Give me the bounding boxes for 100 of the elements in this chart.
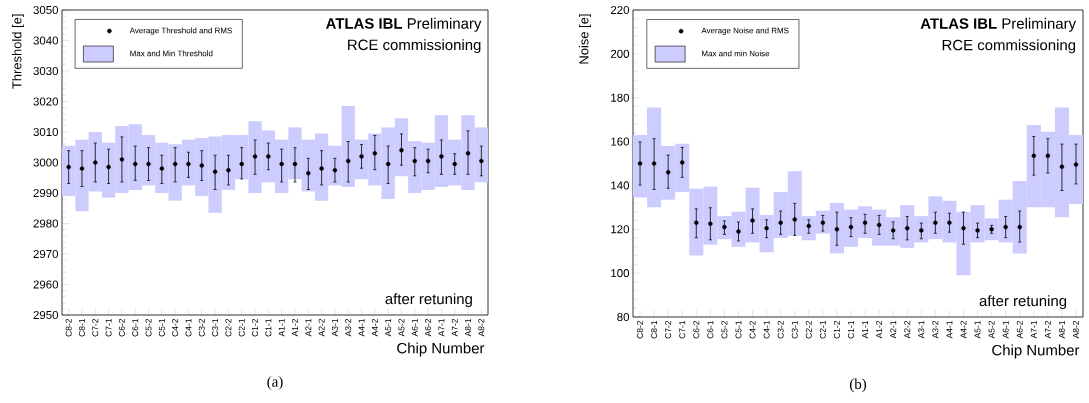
x-tick-label: C7-2 <box>92 318 99 337</box>
x-tick-label: A5-1 <box>974 320 981 339</box>
x-tick-label: A4-2 <box>371 318 378 337</box>
x-tick-label: A7-1 <box>438 318 445 337</box>
point <box>862 220 868 225</box>
x-tick-label: C2-1 <box>819 320 826 339</box>
point <box>820 220 826 225</box>
point <box>848 224 854 230</box>
y-tick-label: 2990 <box>33 188 59 198</box>
x-tick-label: A7-1 <box>1030 320 1037 339</box>
point <box>199 163 204 168</box>
annotation: after retuning <box>979 295 1067 310</box>
x-tick-label: A6-1 <box>1002 320 1009 339</box>
point <box>750 218 755 223</box>
y-axis-title: Threshold [e] <box>11 14 25 89</box>
y-tick-label: 2980 <box>33 219 59 228</box>
point <box>905 225 910 231</box>
x-tick-label: C6-1 <box>132 318 139 337</box>
x-tick-label: C6-2 <box>693 320 700 339</box>
x-tick-label: A2-1 <box>890 320 897 339</box>
point <box>694 220 699 225</box>
point <box>1003 224 1008 230</box>
point <box>708 221 713 226</box>
point <box>764 225 769 231</box>
x-tick-label: C1-1 <box>847 320 854 339</box>
annotation: ATLAS IBL Preliminary <box>920 17 1077 32</box>
x-tick-label: C3-1 <box>212 318 219 337</box>
x-tick-label: A2-1 <box>305 318 312 337</box>
y-tick-label: 2950 <box>33 310 59 320</box>
point <box>106 164 111 170</box>
x-axis-title: Chip Number <box>992 344 1080 359</box>
y-tick-label: 160 <box>611 137 630 146</box>
x-tick-label: C6-2 <box>118 318 125 337</box>
point <box>465 151 471 156</box>
x-tick-label: C2-2 <box>805 320 812 339</box>
x-tick-label: C4-1 <box>763 320 770 339</box>
point <box>212 169 218 174</box>
point <box>792 217 797 222</box>
x-tick-label: A8-2 <box>1072 320 1079 339</box>
point <box>239 161 244 167</box>
x-tick-label: C2-1 <box>238 318 245 337</box>
y-tick-label: 200 <box>610 49 630 58</box>
x-tick-label: A7-2 <box>1044 320 1051 339</box>
point <box>1045 153 1051 159</box>
point <box>172 161 178 167</box>
x-tick-label: C8-1 <box>651 320 658 339</box>
point <box>252 154 258 159</box>
point <box>1073 162 1079 167</box>
x-tick-label: C7-2 <box>665 320 672 339</box>
y-tick-label: 100 <box>611 269 630 278</box>
y-axis-title: Noise [e] <box>578 14 592 64</box>
text: (b) <box>849 378 867 393</box>
y-tick-label: 80 <box>617 312 630 322</box>
point <box>66 164 71 170</box>
point <box>425 158 431 164</box>
point <box>385 161 391 167</box>
x-tick-label: A1-2 <box>876 320 883 339</box>
point <box>332 167 338 173</box>
x-tick-label: C1-2 <box>252 318 259 337</box>
annotation: RCE commissioning <box>942 39 1076 54</box>
y-tick-label: 2970 <box>33 249 59 259</box>
point <box>93 160 98 165</box>
point <box>778 220 783 225</box>
point <box>159 166 165 171</box>
y-tick-label: 120 <box>611 225 630 234</box>
x-tick-label: A2-2 <box>318 318 325 337</box>
point <box>975 228 980 233</box>
x-tick-label: A8-2 <box>478 318 485 337</box>
x-tick-label: A7-2 <box>451 318 458 337</box>
point <box>372 151 378 156</box>
x-tick-label: C6-1 <box>707 320 714 339</box>
annotation: ATLAS IBL Preliminary <box>325 17 482 32</box>
point <box>961 225 966 231</box>
point <box>266 154 271 159</box>
point <box>637 161 643 166</box>
point <box>890 228 896 233</box>
x-tick-label: A6-1 <box>411 318 418 337</box>
point <box>306 170 311 176</box>
point <box>947 220 952 225</box>
y-tick-label: 2960 <box>33 280 59 289</box>
y-tick-label: 3050 <box>33 5 59 15</box>
point <box>834 227 840 232</box>
y-tick-label: 3020 <box>33 97 59 106</box>
x-tick-label: A6-2 <box>425 318 432 337</box>
x-tick-label: C2-2 <box>225 318 232 337</box>
x-tick-label: C1-2 <box>833 320 840 339</box>
point <box>146 161 151 167</box>
x-tick-label: C8-2 <box>65 318 72 337</box>
x-tick-label: A5-2 <box>988 320 995 339</box>
x-tick-label: A5-1 <box>385 318 392 337</box>
y-tick-label: 3000 <box>33 158 59 167</box>
x-tick-label: C4-2 <box>749 320 756 339</box>
x-tick-label: C5-1 <box>735 320 742 339</box>
x-tick-label: C3-2 <box>777 320 784 339</box>
x-tick-label: C5-2 <box>145 318 152 337</box>
point <box>651 161 657 166</box>
x-tick-label: C5-2 <box>721 320 728 339</box>
annotation: RCE commissioning <box>348 39 481 54</box>
x-tick-label: A3-2 <box>932 320 939 339</box>
point <box>736 229 741 234</box>
